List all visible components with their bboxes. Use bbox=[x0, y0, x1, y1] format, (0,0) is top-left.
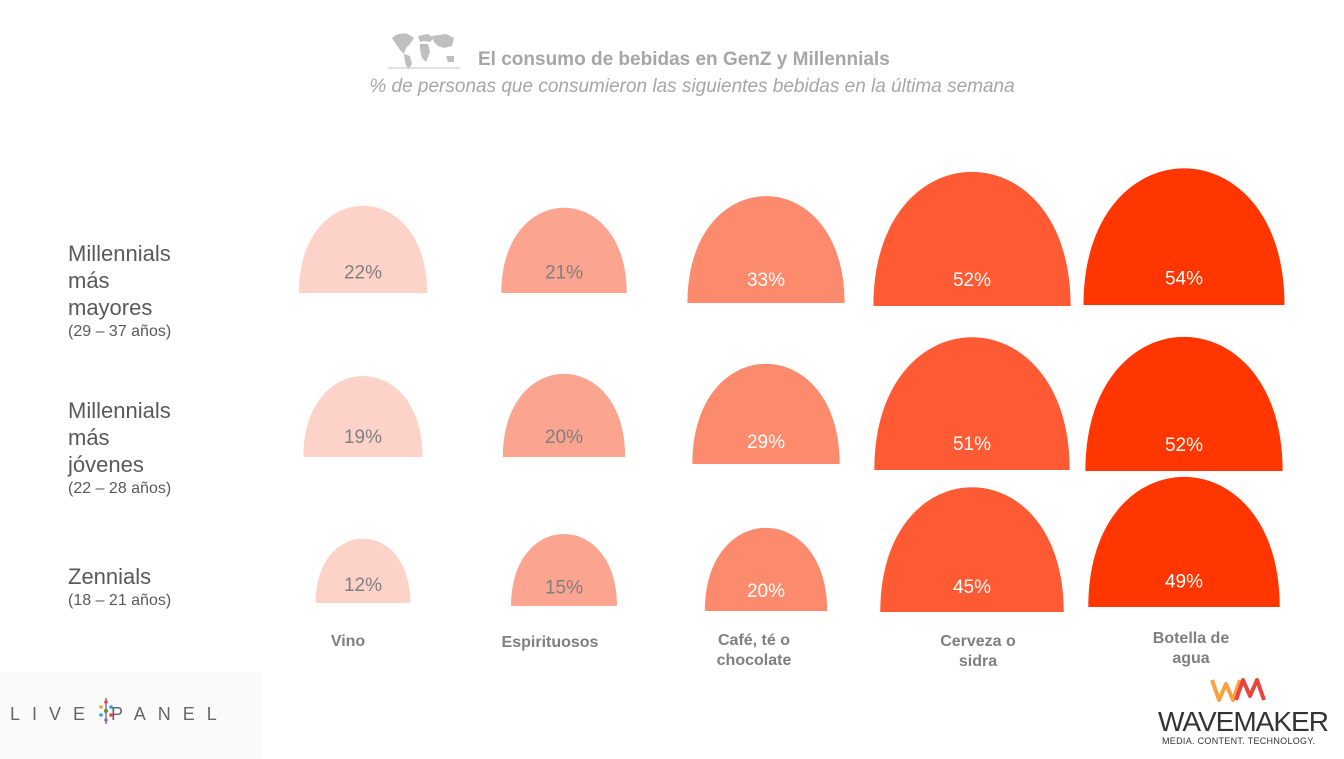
category-label-vino: Vino bbox=[258, 632, 438, 652]
dome-cafe-te-o-chocolate-row-1 bbox=[687, 196, 845, 303]
category-label-agua: Botella de agua bbox=[1101, 629, 1281, 669]
value-label-vino-row-1: 22% bbox=[344, 263, 382, 284]
category-label-line: Cerveza o bbox=[940, 633, 1016, 650]
value-label-botella-de-agua-row-1: 54% bbox=[1165, 269, 1203, 290]
wavemaker-mark-icon bbox=[1210, 678, 1266, 702]
row-name-line: más bbox=[68, 268, 110, 293]
value-label-cerveza-o-sidra-row-1: 52% bbox=[953, 270, 991, 291]
category-label-line: sidra bbox=[958, 653, 998, 670]
row-name-line: jóvenes bbox=[68, 452, 144, 477]
category-label-espirituosos: Espirituosos bbox=[460, 633, 640, 653]
dome-espirituosos-row-1 bbox=[501, 207, 627, 293]
category-label-line: Vino bbox=[330, 633, 366, 650]
dome-vino-row-2 bbox=[303, 375, 423, 457]
dome-botella-de-agua-row-1 bbox=[1083, 168, 1285, 305]
chart-subtitle: % de personas que consumieron las siguie… bbox=[369, 76, 1015, 97]
chart-title: El consumo de bebidas en GenZ y Millenni… bbox=[478, 49, 890, 70]
value-label-cafe-te-o-chocolate-row-3: 20% bbox=[747, 581, 785, 602]
dome-cafe-te-o-chocolate-row-3 bbox=[704, 527, 828, 611]
value-label-vino-row-2: 19% bbox=[344, 427, 382, 448]
livepanel-star-icon bbox=[99, 698, 113, 724]
wavemaker-logo: WAVEMAKER MEDIA. CONTENT. TECHNOLOGY. bbox=[1150, 676, 1330, 756]
livepanel-logo-left: LIVE bbox=[10, 704, 98, 724]
row-age: (18 – 21 años) bbox=[68, 592, 172, 609]
value-label-espirituosos-row-3: 15% bbox=[545, 577, 583, 598]
row-label-zennials: Zennials (18 – 21 años) bbox=[68, 563, 171, 611]
row-label-millennials-mayores: Millennials más mayores (29 – 37 años) bbox=[68, 240, 171, 342]
dome-cerveza-o-sidra-row-3 bbox=[880, 487, 1064, 612]
dome-vino-row-3 bbox=[315, 538, 411, 603]
row-name-line: más bbox=[68, 425, 110, 450]
wavemaker-name: WAVEMAKER bbox=[1158, 706, 1329, 737]
category-label-cerveza: Cerveza o sidra bbox=[888, 632, 1068, 672]
category-label-line: agua bbox=[1172, 650, 1210, 667]
value-label-botella-de-agua-row-2: 52% bbox=[1165, 435, 1203, 456]
row-age: (29 – 37 años) bbox=[68, 323, 172, 340]
dome-vino-row-1 bbox=[298, 205, 428, 293]
wavemaker-tagline: MEDIA. CONTENT. TECHNOLOGY. bbox=[1162, 736, 1316, 746]
category-label-line: Café, té o bbox=[717, 632, 790, 649]
category-label-cafe: Café, té o chocolate bbox=[664, 631, 844, 671]
dome-cerveza-o-sidra-row-1 bbox=[873, 171, 1071, 306]
value-label-cerveza-o-sidra-row-3: 45% bbox=[953, 577, 991, 598]
row-name-line: mayores bbox=[68, 295, 153, 320]
category-label-line: Espirituosos bbox=[501, 634, 599, 651]
dome-cerveza-o-sidra-row-2 bbox=[874, 337, 1070, 470]
row-label-millennials-jovenes: Millennials más jóvenes (22 – 28 años) bbox=[68, 397, 171, 499]
chart-header: El consumo de bebidas en GenZ y Millenni… bbox=[0, 0, 1344, 110]
value-label-cafe-te-o-chocolate-row-1: 33% bbox=[747, 270, 785, 291]
value-label-botella-de-agua-row-3: 49% bbox=[1165, 571, 1203, 592]
category-label-line: Botella de bbox=[1152, 630, 1230, 647]
row-name-line: Millennials bbox=[68, 398, 171, 423]
row-name-line: Millennials bbox=[68, 241, 171, 266]
value-label-espirituosos-row-1: 21% bbox=[545, 263, 583, 284]
value-label-cafe-te-o-chocolate-row-2: 29% bbox=[747, 432, 785, 453]
dome-espirituosos-row-2 bbox=[502, 373, 626, 457]
value-label-espirituosos-row-2: 20% bbox=[545, 427, 583, 448]
dome-espirituosos-row-3 bbox=[511, 533, 617, 606]
dome-cafe-te-o-chocolate-row-2 bbox=[692, 363, 840, 464]
dome-botella-de-agua-row-3 bbox=[1088, 476, 1280, 607]
value-label-cerveza-o-sidra-row-2: 51% bbox=[953, 434, 991, 455]
livepanel-logo-right: PANEL bbox=[111, 704, 229, 724]
livepanel-logo: LIVE PANEL bbox=[0, 672, 262, 759]
row-name-line: Zennials bbox=[68, 564, 152, 589]
dome-botella-de-agua-row-2 bbox=[1085, 336, 1283, 471]
row-age: (22 – 28 años) bbox=[68, 480, 172, 497]
value-label-vino-row-3: 12% bbox=[344, 575, 382, 596]
world-map-icon bbox=[388, 33, 460, 70]
category-label-line: chocolate bbox=[716, 652, 792, 669]
